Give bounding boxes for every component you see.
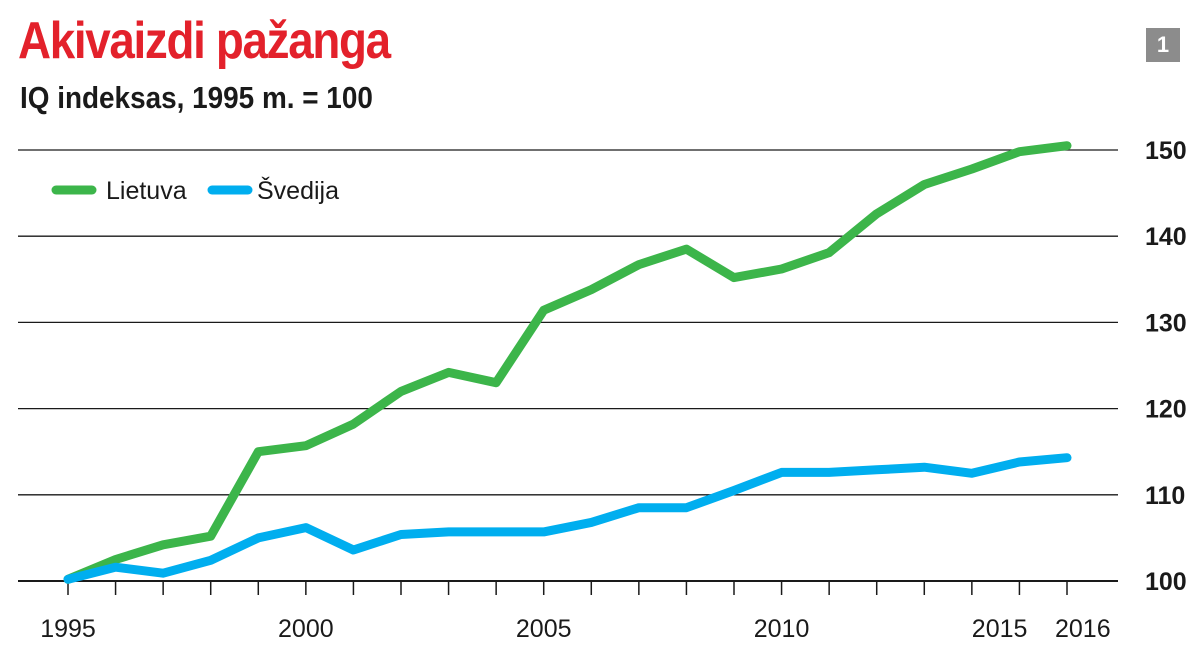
- x-tick-label-2010: 2010: [754, 615, 810, 643]
- y-tick-label-120: 120: [1145, 396, 1187, 424]
- series-line-svedija: [63, 453, 1072, 584]
- gridlines: [18, 149, 1118, 496]
- y-tick-label-140: 140: [1145, 223, 1187, 251]
- x-tick-label-2016: 2016: [1055, 615, 1111, 643]
- series-line-lietuva: [63, 141, 1072, 584]
- legend-label-lietuva: Lietuva: [106, 177, 187, 205]
- y-tick-label-150: 150: [1145, 137, 1187, 165]
- y-tick-label-110: 110: [1145, 482, 1185, 510]
- x-tick-label-2000: 2000: [278, 615, 334, 643]
- legend: Lietuva Švedija: [51, 176, 339, 205]
- x-tick-label-2015: 2015: [972, 615, 1028, 643]
- figure-number-badge: 1: [1146, 28, 1180, 62]
- y-tick-label-130: 130: [1145, 309, 1187, 337]
- x-axis-labels: 1995 2000 2005 2010 2015 2016: [40, 615, 1110, 643]
- series-lines: [63, 141, 1072, 584]
- chart-subtitle: IQ indeksas, 1995 m. = 100: [20, 80, 373, 115]
- y-tick-label-100: 100: [1145, 568, 1187, 596]
- chart-title: Akivaizdi pažanga: [18, 12, 391, 70]
- x-tick-label-2005: 2005: [516, 615, 572, 643]
- x-axis: [18, 580, 1118, 595]
- legend-label-svedija: Švedija: [257, 176, 339, 205]
- x-tick-label-1995: 1995: [40, 615, 96, 643]
- y-axis-labels: 100 110 120 130 140 150: [1145, 137, 1187, 596]
